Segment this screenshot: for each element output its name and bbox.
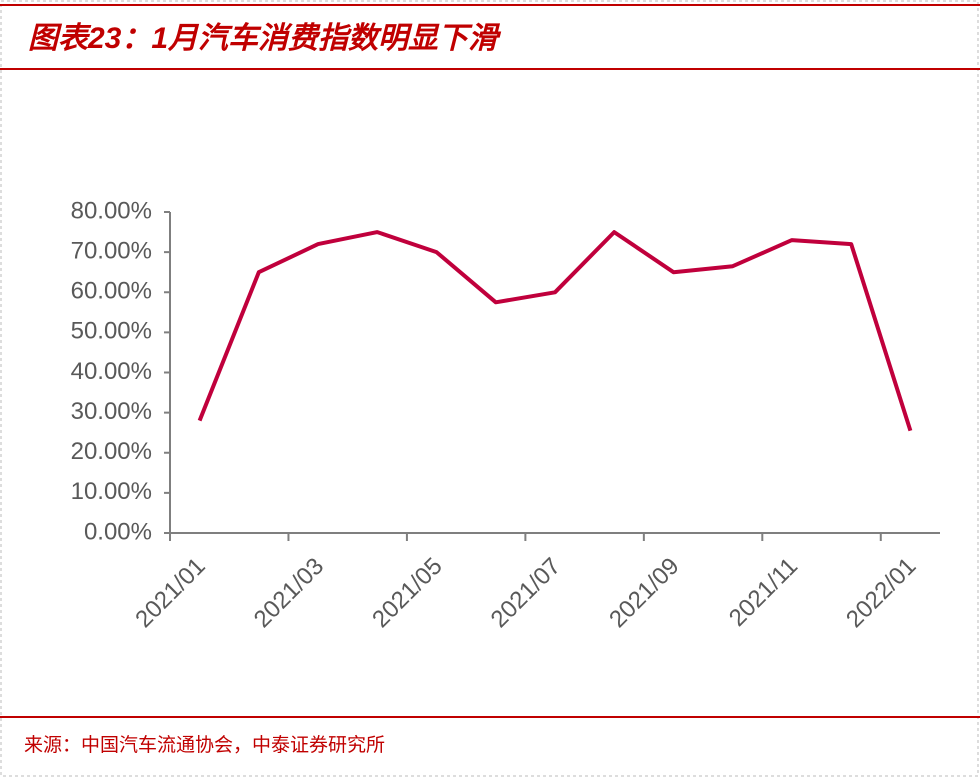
y-tick-label: 50.00% — [71, 318, 152, 345]
y-tick-label: 10.00% — [71, 478, 152, 505]
data-line — [197, 230, 913, 432]
x-tick-label: 2022/01 — [841, 553, 921, 633]
chart-title: 图表23：1月汽车消费指数明显下滑 — [28, 22, 502, 55]
y-tick-label: 70.00% — [71, 237, 152, 264]
y-tick-label: 40.00% — [71, 358, 152, 385]
y-tick-label: 80.00% — [71, 197, 152, 224]
y-tick-label: 20.00% — [71, 438, 152, 465]
y-tick-label: 60.00% — [71, 278, 152, 305]
y-tick-label: 30.00% — [71, 398, 152, 425]
x-tick-label: 2021/05 — [367, 553, 447, 633]
y-tick-label: 0.00% — [84, 518, 152, 545]
x-tick-label: 2021/01 — [130, 553, 210, 633]
x-tick-label: 2021/07 — [486, 553, 566, 633]
x-tick-label: 2021/03 — [249, 553, 329, 633]
x-tick-label: 2021/09 — [604, 553, 684, 633]
x-tick-label: 2021/11 — [724, 553, 803, 632]
source: 来源：中国汽车流通协会，中泰证券研究所 — [24, 734, 385, 756]
